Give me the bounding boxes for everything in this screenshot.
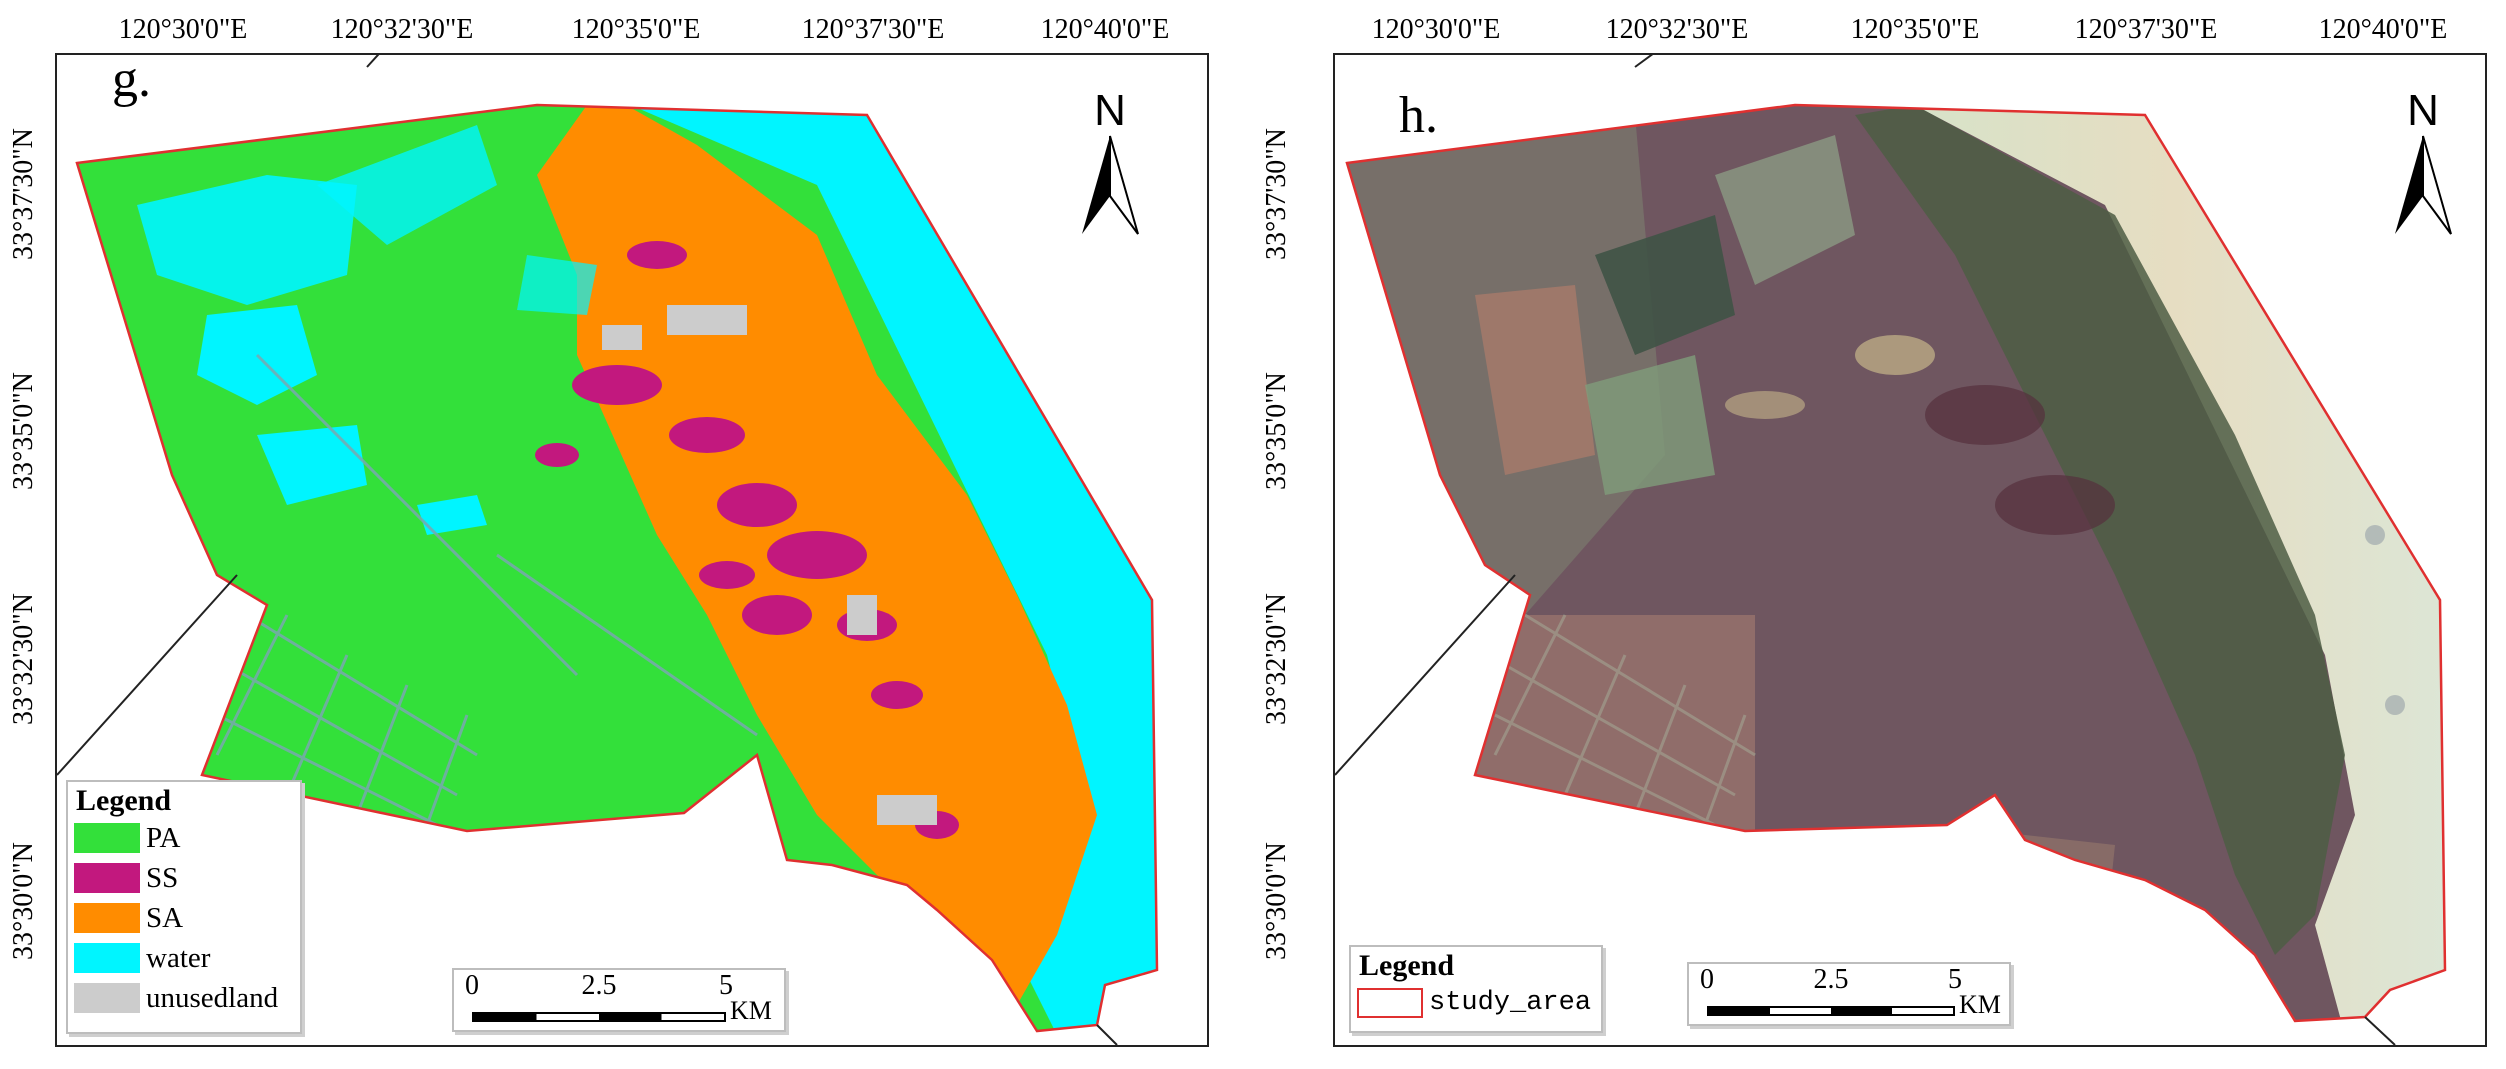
legend-item: SS	[68, 858, 300, 898]
lat-tick: 33°32'30"N	[8, 593, 39, 725]
legend-swatch	[74, 943, 140, 973]
legend-swatch	[1357, 988, 1423, 1018]
panel-label: h.	[1399, 87, 1438, 144]
legend: Legend PA SS SA water unusedland	[66, 780, 302, 1034]
north-arrow-icon	[1082, 135, 1139, 235]
legend-item: water	[68, 938, 300, 978]
scale-unit: KM	[730, 996, 772, 1025]
scale-label: 0	[465, 970, 479, 1001]
lat-tick: 33°35'0"N	[1261, 372, 1292, 490]
legend-title: Legend	[1359, 949, 1455, 982]
scale-bar: 0 2.5 5 KM	[1687, 962, 2011, 1026]
lat-tick: 33°30'0"N	[8, 842, 39, 960]
legend-label: study_area	[1429, 988, 1592, 1018]
legend-label: SA	[146, 901, 184, 934]
north-arrow: N	[2383, 86, 2463, 236]
lon-tick: 120°37'30"E	[2074, 14, 2218, 45]
lon-tick: 120°30'0"E	[118, 14, 248, 45]
scale-bar: 0 2.5 5 KM	[452, 968, 786, 1032]
map-panel-g: 120°30'0"E 120°32'30"E 120°35'0"E 120°37…	[8, 14, 1209, 1047]
legend-title: Legend	[76, 784, 172, 817]
panel-label: g.	[112, 51, 151, 108]
north-arrow: N	[1070, 86, 1150, 236]
scale-unit: KM	[1959, 990, 2001, 1019]
north-letter: N	[1094, 86, 1126, 135]
scale-graphic	[472, 1012, 726, 1022]
map-panel-h: 120°30'0"E 120°32'30"E 120°35'0"E 120°37…	[1253, 0, 2506, 1069]
legend-item: unusedland	[68, 978, 300, 1018]
lon-tick: 120°40'0"E	[1040, 14, 1170, 45]
lon-tick: 120°30'0"E	[1371, 14, 1501, 45]
legend-label: water	[146, 941, 211, 974]
map-frame	[1333, 53, 2487, 1047]
legend-swatch	[74, 903, 140, 933]
north-letter: N	[2407, 86, 2439, 135]
satellite-image	[1335, 55, 2447, 1045]
legend: Legend study_area	[1349, 945, 1603, 1033]
lat-tick: 33°30'0"N	[1261, 842, 1292, 960]
scale-label: 0	[1700, 964, 1714, 995]
legend-swatch	[74, 983, 140, 1013]
scale-label: 2.5	[1813, 964, 1849, 995]
lat-tick: 33°37'30"N	[8, 128, 39, 260]
lat-tick: 33°32'30"N	[1261, 593, 1292, 725]
legend-label: SS	[146, 861, 179, 894]
legend-item: SA	[68, 898, 300, 938]
lon-tick: 120°37'30"E	[801, 14, 945, 45]
scale-label: 5	[719, 970, 733, 1001]
lat-tick: 33°35'0"N	[8, 372, 39, 490]
legend-label: PA	[146, 821, 181, 854]
scale-label: 5	[1948, 964, 1962, 995]
legend-item: study_area	[1351, 983, 1601, 1023]
lon-tick: 120°40'0"E	[2318, 14, 2448, 45]
north-arrow-icon	[2395, 135, 2452, 235]
legend-label: unusedland	[146, 981, 279, 1014]
lat-tick: 33°37'30"N	[1261, 128, 1292, 260]
lon-tick: 120°35'0"E	[571, 14, 701, 45]
legend-item: PA	[68, 818, 300, 858]
scale-graphic	[1707, 1006, 1955, 1016]
scale-label: 2.5	[581, 970, 617, 1001]
lon-tick: 120°32'30"E	[330, 14, 474, 45]
legend-swatch	[74, 823, 140, 853]
lon-tick: 120°35'0"E	[1850, 14, 1980, 45]
lon-tick: 120°32'30"E	[1605, 14, 1749, 45]
legend-swatch	[74, 863, 140, 893]
